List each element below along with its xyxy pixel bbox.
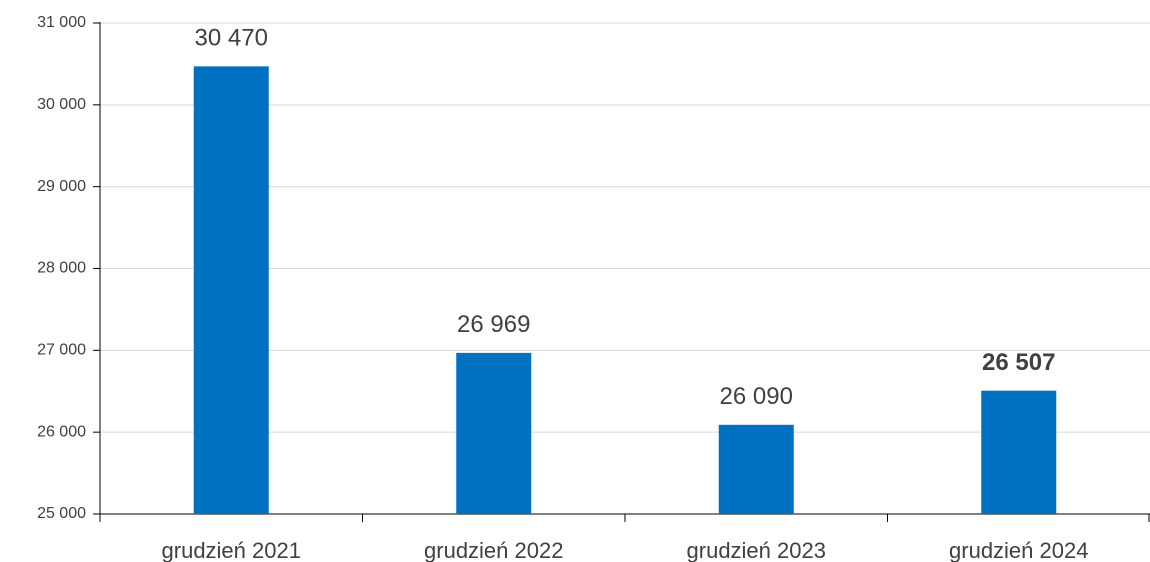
bar	[456, 352, 532, 514]
x-tick-label: grudzień 2023	[687, 538, 826, 562]
y-tick-label: 26 000	[37, 423, 86, 440]
y-tick-label: 28 000	[37, 260, 86, 277]
value-label: 30 470	[195, 25, 268, 52]
x-tick-label: grudzień 2021	[162, 538, 301, 562]
y-tick-label: 31 000	[37, 14, 86, 31]
value-label: 26 507	[982, 349, 1055, 376]
value-label: 26 090	[720, 383, 793, 410]
bar	[981, 390, 1057, 514]
bar	[193, 66, 269, 514]
value-label: 26 969	[457, 311, 530, 338]
y-tick-label: 27 000	[37, 342, 86, 359]
y-tick-label: 30 000	[37, 96, 86, 113]
y-tick-label: 25 000	[37, 505, 86, 522]
bar	[718, 424, 794, 514]
y-tick-label: 29 000	[37, 178, 86, 195]
x-tick-label: grudzień 2024	[949, 538, 1088, 562]
x-tick-label: grudzień 2022	[424, 538, 563, 562]
